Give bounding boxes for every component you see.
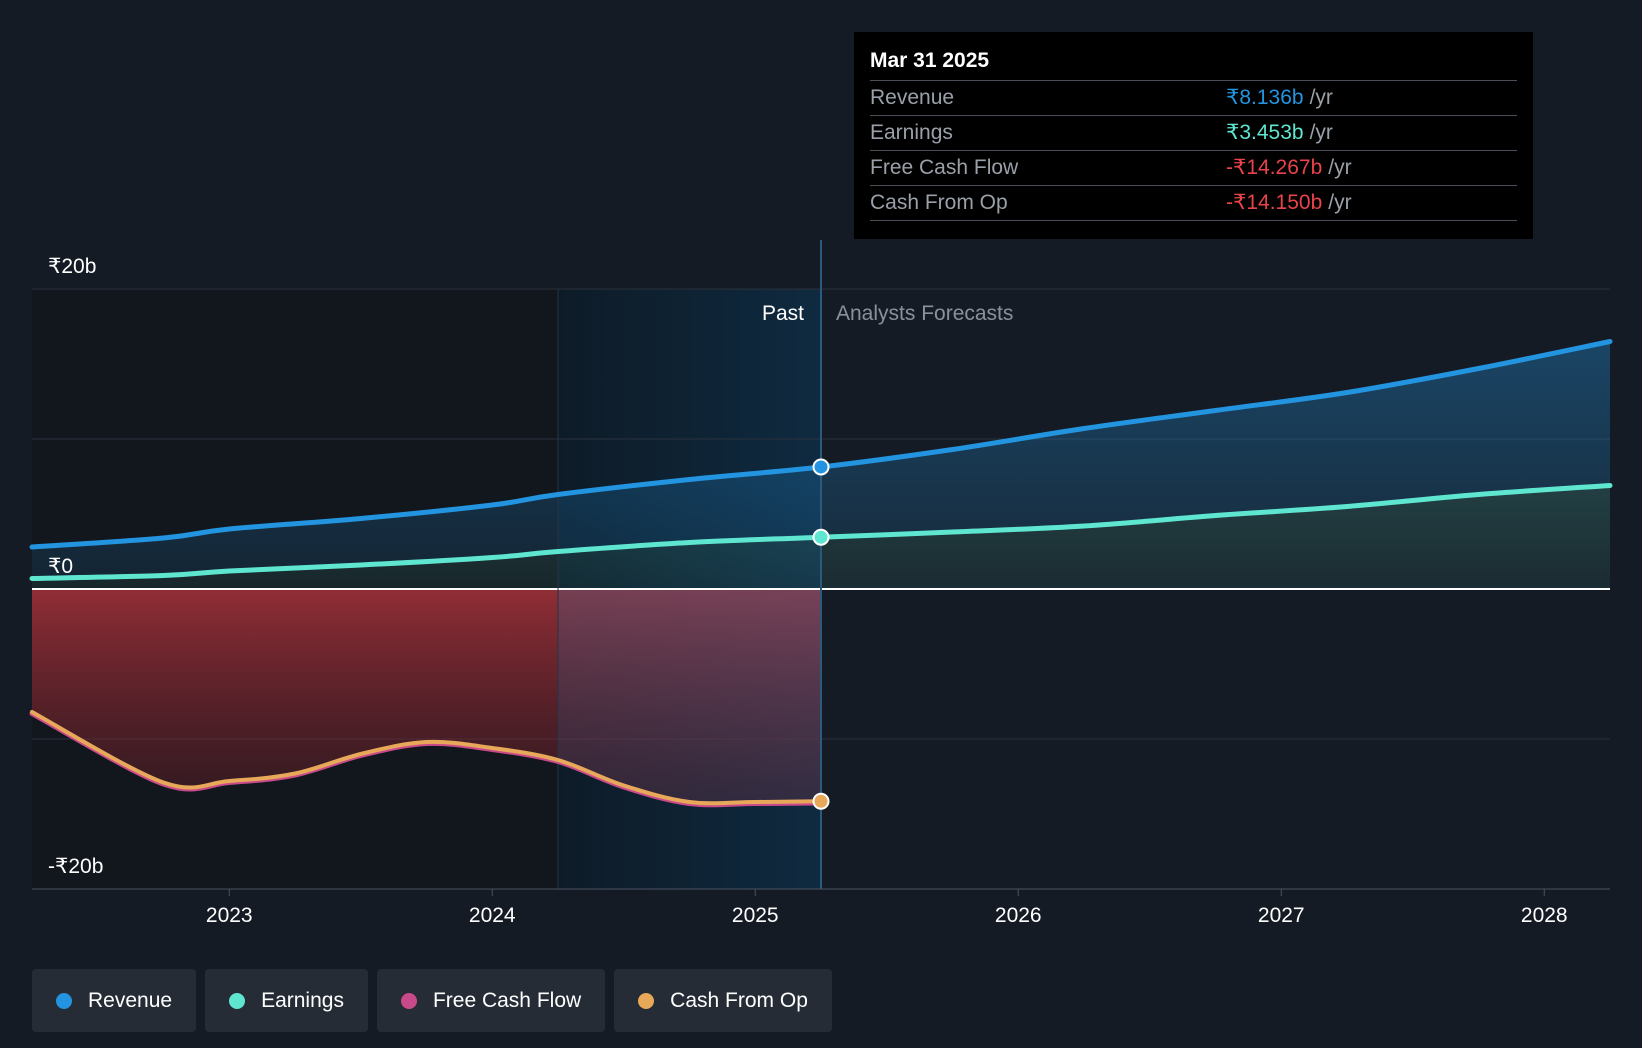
revenue-area <box>32 341 1610 579</box>
tooltip-row-unit: /yr <box>1328 191 1352 214</box>
tooltip-row-earnings: Earnings ₹3.453b /yr <box>870 116 1517 151</box>
legend-item-earnings[interactable]: Earnings <box>205 969 368 1032</box>
cash-from-op-line <box>30 710 823 806</box>
y-tick-label: ₹0 <box>48 555 73 578</box>
legend-dot-icon <box>638 992 655 1009</box>
data-markers <box>812 458 830 810</box>
tooltip-row-label: Free Cash Flow <box>870 156 1019 179</box>
legend: Revenue Earnings Free Cash Flow Cash Fro… <box>32 969 832 1032</box>
tooltip-row-free-cash-flow: Free Cash Flow -₹14.267b /yr <box>870 151 1517 186</box>
tooltip-row-label: Cash From Op <box>870 191 1008 214</box>
revenue-marker <box>812 458 830 476</box>
past-label: Past <box>762 302 804 325</box>
legend-item-cash-from-op[interactable]: Cash From Op <box>614 969 832 1032</box>
legend-label: Earnings <box>261 988 344 1012</box>
free-cash-flow-area <box>32 589 558 790</box>
tooltip-row-value: -₹14.267b <box>1226 156 1323 179</box>
free-cash-flow-area-highlight <box>558 589 821 805</box>
tooltip: Mar 31 2025 Revenue ₹8.136b /yr Earnings… <box>854 32 1533 239</box>
x-axis-ticks: 2023 2024 2025 2026 2027 2028 <box>206 889 1568 927</box>
revenue-line <box>29 339 1613 550</box>
legend-dot-icon <box>400 992 417 1009</box>
earnings-line <box>29 483 1613 581</box>
tooltip-row-value: -₹14.150b <box>1226 191 1323 214</box>
tooltip-row-unit: /yr <box>1328 156 1352 179</box>
legend-item-revenue[interactable]: Revenue <box>32 969 197 1032</box>
legend-dot-icon <box>56 992 72 1009</box>
tooltip-row-label: Revenue <box>870 86 955 109</box>
x-tick-label: 2026 <box>995 904 1042 927</box>
tooltip-row-cash-from-op: Cash From Op -₹14.150b /yr <box>870 186 1517 221</box>
tooltip-row-value: ₹8.136b <box>1226 86 1304 109</box>
x-tick-label: 2025 <box>732 904 779 927</box>
legend-item-free-cash-flow[interactable]: Free Cash Flow <box>376 969 606 1032</box>
y-tick-label: ₹20b <box>48 255 96 278</box>
tooltip-date: Mar 31 2025 <box>870 46 1517 81</box>
tooltip-row-unit: /yr <box>1309 86 1333 109</box>
x-tick-label: 2024 <box>469 904 516 927</box>
x-tick-label: 2023 <box>206 904 253 927</box>
forecast-label: Analysts Forecasts <box>836 302 1013 325</box>
x-tick-label: 2028 <box>1521 904 1568 927</box>
legend-label: Revenue <box>88 988 173 1012</box>
tooltip-row-value: ₹3.453b <box>1226 121 1304 144</box>
y-tick-label: -₹20b <box>48 855 103 878</box>
tooltip-row-revenue: Revenue ₹8.136b /yr <box>870 81 1517 116</box>
tooltip-row-label: Earnings <box>870 121 953 144</box>
earnings-marker <box>812 528 830 546</box>
legend-dot-icon <box>229 992 246 1009</box>
legend-label: Cash From Op <box>670 988 808 1012</box>
cash-from-op-marker <box>812 792 830 810</box>
tooltip-row-unit: /yr <box>1309 121 1333 144</box>
x-tick-label: 2027 <box>1258 904 1305 927</box>
legend-label: Free Cash Flow <box>432 988 582 1012</box>
